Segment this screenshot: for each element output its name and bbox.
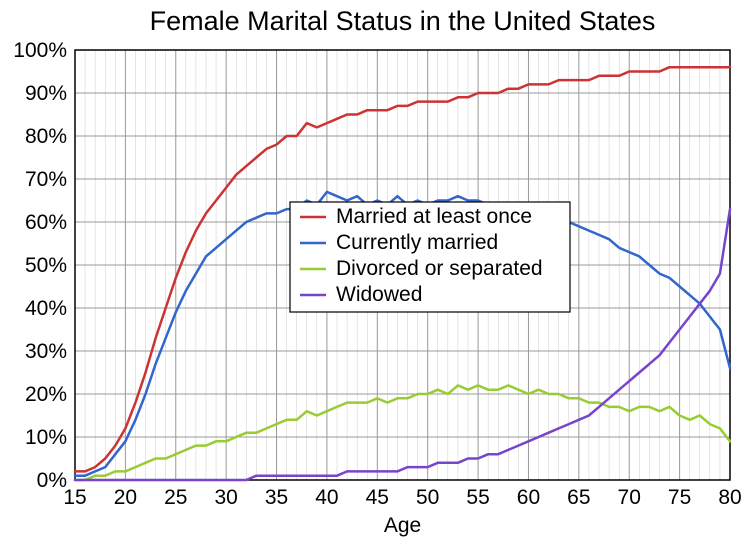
chart-container: Female Marital Status in the United Stat… — [0, 0, 750, 560]
chart-svg: Female Marital Status in the United Stat… — [0, 0, 750, 560]
x-tick-label: 60 — [517, 486, 540, 509]
y-tick-label: 50% — [25, 254, 67, 277]
x-tick-label: 55 — [466, 486, 489, 509]
y-tick-label: 70% — [25, 168, 67, 191]
x-tick-label: 65 — [567, 486, 590, 509]
y-tick-label: 10% — [25, 426, 67, 449]
x-tick-label: 75 — [668, 486, 691, 509]
legend-label: Married at least once — [336, 205, 532, 228]
y-tick-label: 40% — [25, 297, 67, 320]
y-tick-label: 80% — [25, 125, 67, 148]
y-tick-label: 90% — [25, 82, 67, 105]
x-tick-label: 45 — [366, 486, 389, 509]
legend-label: Currently married — [336, 231, 498, 254]
x-tick-label: 50 — [416, 486, 439, 509]
y-tick-label: 30% — [25, 340, 67, 363]
x-tick-label: 30 — [214, 486, 237, 509]
y-tick-label: 100% — [13, 39, 67, 62]
x-tick-label: 35 — [265, 486, 288, 509]
x-tick-label: 80 — [718, 486, 741, 509]
y-tick-label: 0% — [37, 469, 67, 492]
y-tick-label: 20% — [25, 383, 67, 406]
x-axis-label: Age — [384, 514, 421, 537]
legend-label: Widowed — [336, 283, 422, 306]
x-tick-label: 25 — [164, 486, 187, 509]
legend: Married at least once Currently married Di… — [290, 202, 570, 312]
x-tick-label: 40 — [315, 486, 338, 509]
y-tick-label: 60% — [25, 211, 67, 234]
x-tick-label: 70 — [618, 486, 641, 509]
x-tick-label: 20 — [114, 486, 137, 509]
legend-label: Divorced or separated — [336, 257, 543, 280]
chart-title: Female Marital Status in the United Stat… — [150, 6, 656, 36]
